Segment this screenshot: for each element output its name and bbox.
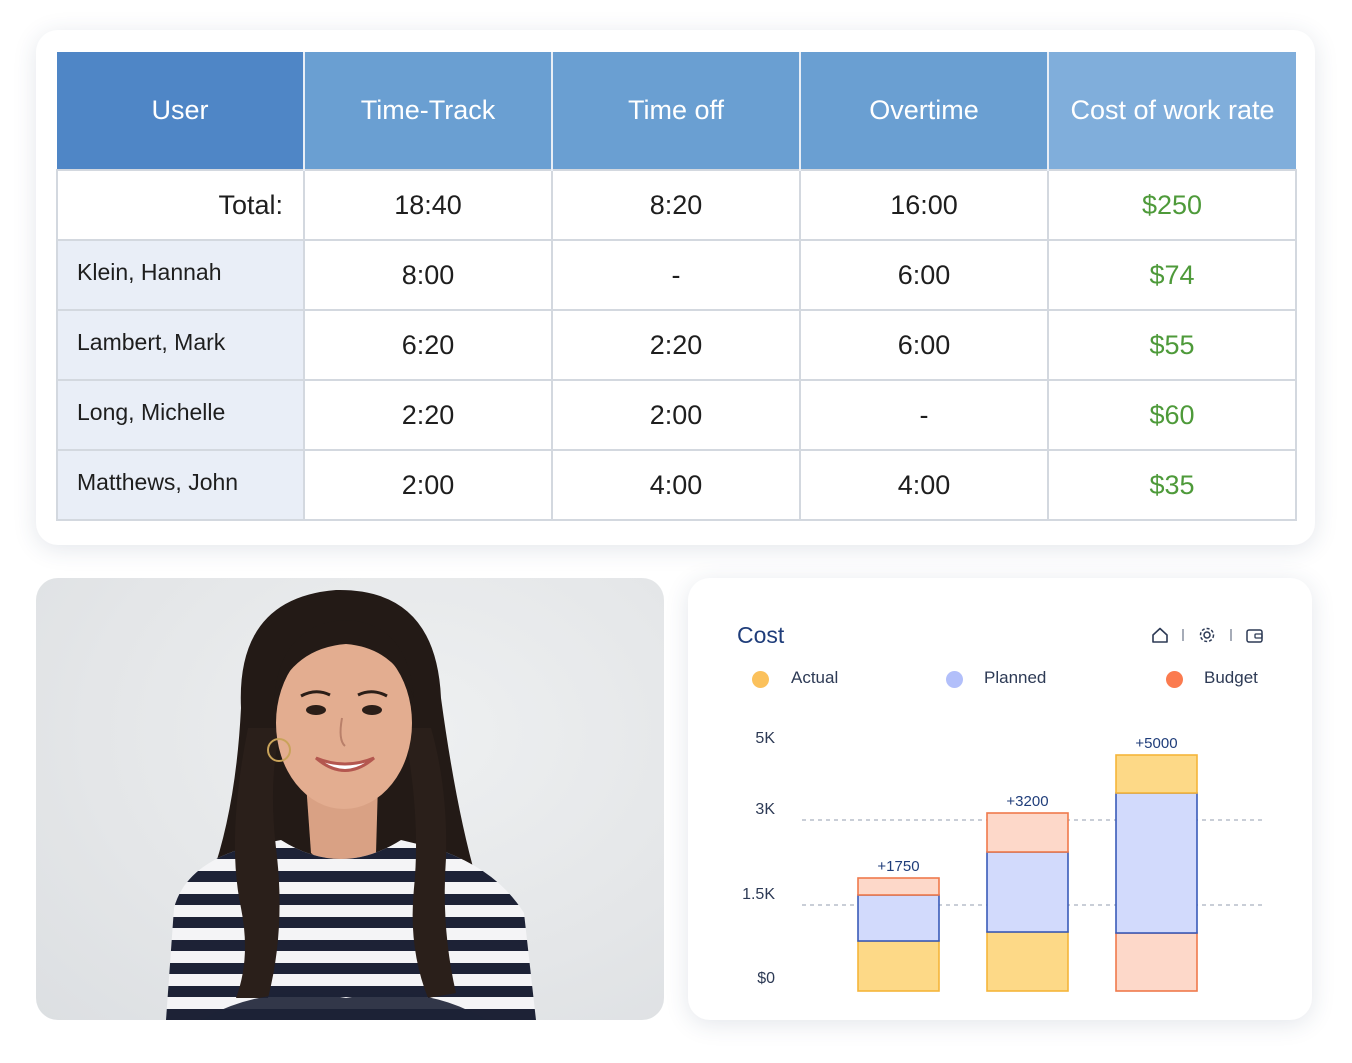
legend-dot-budget (1166, 671, 1183, 688)
table-row[interactable]: Lambert, Mark 6:20 2:20 6:00 $55 (56, 309, 1297, 381)
user-name: Lambert, Mark (56, 309, 305, 381)
cost-chart: $0 1.5K 3K 5K +1750 +3200 +5000 (742, 730, 1263, 992)
table-row[interactable]: Long, Michelle 2:20 2:00 - $60 (56, 379, 1297, 451)
time-track-cell: 2:20 (303, 379, 553, 451)
overtime-cell: - (799, 379, 1049, 451)
header-overtime[interactable]: Overtime (800, 52, 1049, 170)
wallet-icon[interactable] (1246, 629, 1263, 643)
user-name: Klein, Hannah (56, 239, 305, 311)
home-icon[interactable] (1152, 627, 1168, 643)
cost-cell: $60 (1047, 379, 1297, 451)
cost-chart-card: Cost Actual Planned Budget $0 1.5K 3K 5K +17… (688, 578, 1312, 1020)
overtime-cell: 6:00 (799, 239, 1049, 311)
cost-cell: $35 (1047, 449, 1297, 521)
total-label: Total: (56, 169, 305, 241)
chart-title: Cost (737, 622, 785, 648)
time-report-table: User Time-Track Time off Overtime Cost o… (56, 52, 1297, 521)
overtime-cell: 4:00 (799, 449, 1049, 521)
person-photo (36, 578, 664, 1020)
bar-segment-budget[interactable] (986, 812, 1069, 853)
bar-segment-actual[interactable] (986, 931, 1069, 992)
bar-segment-budget[interactable] (857, 877, 940, 896)
person-illustration (166, 589, 536, 1020)
legend-budget[interactable]: Budget (1204, 668, 1258, 687)
chart-toolbar (1148, 625, 1268, 645)
time-track-cell: 8:00 (303, 239, 553, 311)
total-cost: $250 (1047, 169, 1297, 241)
bar-annotation: +3200 (1006, 793, 1048, 810)
table-row[interactable]: Matthews, John 2:00 4:00 4:00 $35 (56, 449, 1297, 521)
bar-segment-actual[interactable] (1115, 754, 1198, 794)
header-time-off[interactable]: Time off (552, 52, 801, 170)
cost-cell: $55 (1047, 309, 1297, 381)
legend-actual[interactable]: Actual (791, 668, 839, 687)
time-off-cell: - (551, 239, 801, 311)
gear-icon[interactable] (1199, 627, 1215, 643)
y-tick-label: $0 (757, 970, 775, 987)
cost-cell: $74 (1047, 239, 1297, 311)
bar-segment-planned[interactable] (857, 894, 940, 942)
header-cost[interactable]: Cost of work rate (1048, 52, 1296, 170)
y-tick-label: 5K (755, 730, 775, 747)
y-tick-label: 1.5K (742, 886, 775, 903)
time-off-cell: 2:20 (551, 309, 801, 381)
bar-annotation: +1750 (877, 858, 919, 875)
total-row: Total: 18:40 8:20 16:00 $250 (56, 169, 1297, 241)
overtime-cell: 6:00 (799, 309, 1049, 381)
time-report-card: User Time-Track Time off Overtime Cost o… (36, 30, 1315, 545)
bar-segment-actual[interactable] (857, 940, 940, 992)
y-tick-label: 3K (755, 801, 775, 818)
header-user[interactable]: User (57, 52, 305, 170)
bar-segment-planned[interactable] (986, 851, 1069, 933)
bar-annotation: +5000 (1135, 735, 1177, 752)
striped-shirt (166, 840, 536, 1020)
header-time-track[interactable]: Time-Track (304, 52, 553, 170)
table-row[interactable]: Klein, Hannah 8:00 - 6:00 $74 (56, 239, 1297, 311)
user-name: Long, Michelle (56, 379, 305, 451)
bar-segment-budget[interactable] (1115, 932, 1198, 992)
total-time-track: 18:40 (303, 169, 553, 241)
table-header-row: User Time-Track Time off Overtime Cost o… (57, 52, 1296, 170)
legend-planned[interactable]: Planned (984, 668, 1047, 687)
time-off-cell: 2:00 (551, 379, 801, 451)
time-track-cell: 6:20 (303, 309, 553, 381)
total-time-off: 8:20 (551, 169, 801, 241)
legend-dot-actual (752, 671, 769, 688)
time-off-cell: 4:00 (551, 449, 801, 521)
time-track-cell: 2:00 (303, 449, 553, 521)
legend-dot-planned (946, 671, 963, 688)
total-overtime: 16:00 (799, 169, 1049, 241)
user-name: Matthews, John (56, 449, 305, 521)
bar-segment-planned[interactable] (1115, 792, 1198, 934)
